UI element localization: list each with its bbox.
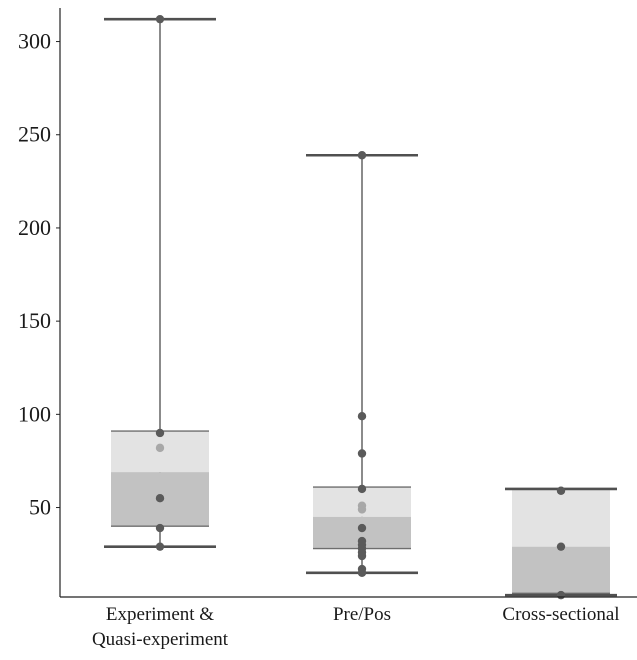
data-point xyxy=(357,501,367,510)
box-group-2 xyxy=(505,486,617,600)
data-point xyxy=(155,443,165,453)
y-tick-label: 50 xyxy=(29,495,51,520)
data-point xyxy=(357,484,367,494)
axes-layer: 50 100 150 200 250 300 Experiment & Quasi-exper… xyxy=(18,8,637,650)
box-group-1 xyxy=(306,151,418,577)
box-upper-quartile xyxy=(512,488,610,547)
data-point xyxy=(155,494,165,503)
data-point xyxy=(155,542,165,551)
data-point xyxy=(155,523,165,533)
data-point xyxy=(155,14,165,24)
data-point xyxy=(155,428,165,438)
box-lower-quartile xyxy=(512,546,610,594)
data-point xyxy=(556,486,566,495)
x-category-label: Experiment & xyxy=(106,604,214,625)
data-point xyxy=(556,542,566,551)
x-category-label: Quasi-experiment xyxy=(92,629,229,650)
data-point xyxy=(357,536,367,546)
data-point xyxy=(556,590,566,600)
box-group-0 xyxy=(104,14,216,551)
y-tick-label: 100 xyxy=(18,401,51,426)
boxes-layer xyxy=(104,14,617,600)
data-point xyxy=(357,151,367,160)
data-point xyxy=(357,411,367,421)
x-category-label: Pre/Pos xyxy=(333,604,391,625)
x-category-label: Cross-sectional xyxy=(502,604,619,625)
y-tick-label: 200 xyxy=(18,215,51,240)
data-point xyxy=(357,523,367,533)
data-point xyxy=(357,449,367,458)
y-tick-label: 300 xyxy=(18,29,51,54)
y-tick-label: 250 xyxy=(18,122,51,147)
data-point xyxy=(357,564,367,574)
y-tick-label: 150 xyxy=(18,308,51,333)
